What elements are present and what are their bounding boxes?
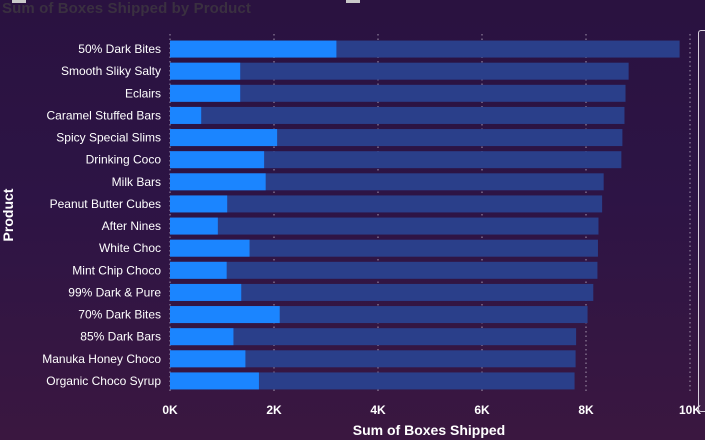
bar-total bbox=[170, 350, 576, 368]
bar-total bbox=[170, 151, 622, 169]
category-label: Smooth Sliky Salty bbox=[61, 64, 161, 78]
category-label: Milk Bars bbox=[112, 175, 161, 189]
bar-total bbox=[170, 239, 598, 257]
x-tick-label: 2K bbox=[266, 403, 282, 417]
category-label: Drinking Coco bbox=[86, 153, 162, 167]
category-label: Organic Choco Syrup bbox=[46, 374, 161, 388]
bar-highlight bbox=[170, 372, 259, 390]
bar-total bbox=[170, 106, 625, 124]
x-tick-label: 0K bbox=[162, 403, 178, 417]
category-label: 99% Dark & Pure bbox=[68, 285, 161, 299]
bar-highlight bbox=[170, 40, 337, 58]
bar-highlight bbox=[170, 261, 227, 279]
category-label: Eclairs bbox=[125, 86, 161, 100]
bar-total bbox=[170, 372, 575, 390]
bar-total bbox=[170, 261, 598, 279]
category-label: Manuka Honey Choco bbox=[42, 352, 161, 366]
bar-total bbox=[170, 328, 577, 346]
bar-highlight bbox=[170, 106, 202, 124]
bar-total bbox=[170, 283, 594, 301]
y-axis-title: Product bbox=[0, 188, 16, 241]
x-tick-label: 4K bbox=[370, 403, 386, 417]
bar-total bbox=[170, 195, 603, 213]
bar-highlight bbox=[170, 173, 266, 191]
category-label: 85% Dark Bars bbox=[80, 330, 161, 344]
bar-highlight bbox=[170, 84, 241, 102]
x-tick-label: 8K bbox=[578, 403, 594, 417]
category-label: Peanut Butter Cubes bbox=[50, 197, 161, 211]
visual-resize-handle-left[interactable] bbox=[12, 0, 26, 3]
bar-highlight bbox=[170, 283, 242, 301]
visual-resize-handle-right[interactable] bbox=[346, 0, 360, 3]
bar-total bbox=[170, 217, 599, 235]
category-label: White Choc bbox=[99, 241, 161, 255]
category-label: Mint Chip Choco bbox=[72, 263, 161, 277]
x-tick-label: 10K bbox=[679, 403, 701, 417]
bar-total bbox=[170, 173, 604, 191]
bar-highlight bbox=[170, 350, 246, 368]
vertical-scrollbar[interactable] bbox=[698, 30, 705, 412]
bar-highlight bbox=[170, 306, 280, 324]
bar-highlight bbox=[170, 62, 241, 80]
category-label: Spicy Special Slims bbox=[56, 131, 161, 145]
chart-title: Sum of Boxes Shipped by Product bbox=[2, 0, 251, 17]
bar-total bbox=[170, 62, 629, 80]
bar-total bbox=[170, 129, 623, 147]
bar-highlight bbox=[170, 217, 218, 235]
bar-highlight bbox=[170, 151, 265, 169]
category-label: After Nines bbox=[102, 219, 161, 233]
bar-total bbox=[170, 84, 626, 102]
x-tick-label: 6K bbox=[474, 403, 490, 417]
category-label: 70% Dark Bites bbox=[78, 308, 161, 322]
bar-highlight bbox=[170, 239, 250, 257]
x-axis-title: Sum of Boxes Shipped bbox=[353, 422, 505, 438]
category-label: Caramel Stuffed Bars bbox=[47, 108, 162, 122]
bar-highlight bbox=[170, 195, 228, 213]
category-label: 50% Dark Bites bbox=[78, 42, 161, 56]
bar-highlight bbox=[170, 328, 234, 346]
bar-highlight bbox=[170, 129, 278, 147]
